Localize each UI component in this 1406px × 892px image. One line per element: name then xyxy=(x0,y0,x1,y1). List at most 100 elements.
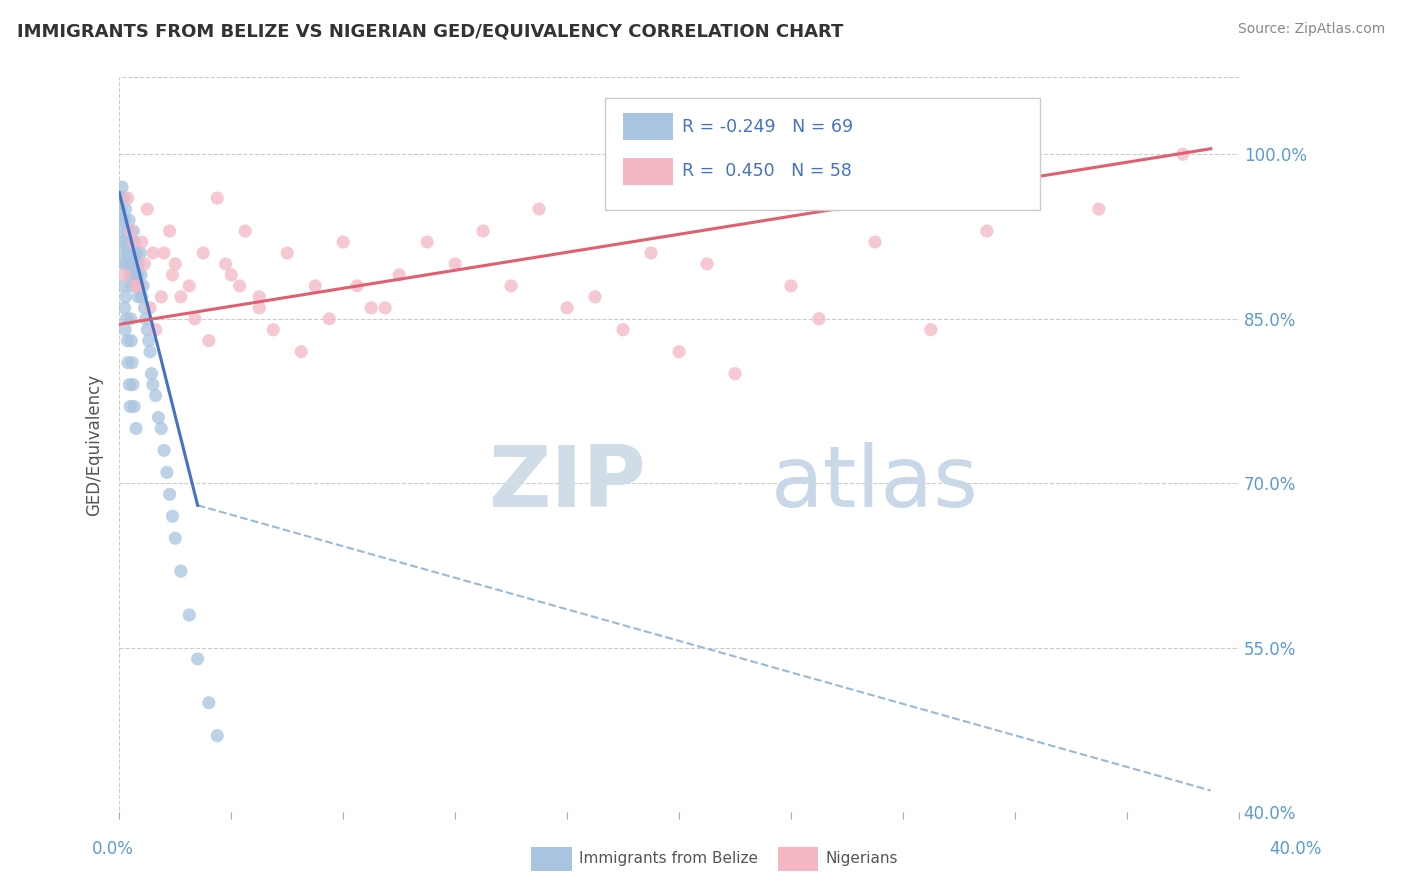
Point xyxy=(122,268,145,282)
Point xyxy=(472,224,495,238)
Point xyxy=(117,191,139,205)
Point xyxy=(112,278,135,293)
Y-axis label: GED/Equivalency: GED/Equivalency xyxy=(86,374,103,516)
Point xyxy=(444,257,467,271)
Point xyxy=(135,311,157,326)
Point xyxy=(114,323,136,337)
Point xyxy=(131,235,153,249)
Point xyxy=(148,410,170,425)
Point xyxy=(170,564,193,578)
Point xyxy=(145,388,167,402)
Point xyxy=(388,268,411,282)
Text: ZIP: ZIP xyxy=(488,442,645,524)
Point xyxy=(120,235,142,249)
Point xyxy=(219,268,242,282)
Point xyxy=(145,323,167,337)
Point xyxy=(153,246,176,260)
Point xyxy=(131,290,153,304)
Point xyxy=(198,334,221,348)
Point xyxy=(290,344,312,359)
Point xyxy=(150,290,173,304)
Point xyxy=(139,344,162,359)
Point xyxy=(198,696,221,710)
Point xyxy=(118,213,141,227)
Text: 40.0%: 40.0% xyxy=(1270,840,1322,858)
Point xyxy=(247,290,270,304)
Point xyxy=(165,257,187,271)
Point xyxy=(138,334,160,348)
Point xyxy=(262,323,284,337)
Text: IMMIGRANTS FROM BELIZE VS NIGERIAN GED/EQUIVALENCY CORRELATION CHART: IMMIGRANTS FROM BELIZE VS NIGERIAN GED/E… xyxy=(17,22,844,40)
Point xyxy=(114,202,136,216)
Point xyxy=(416,235,439,249)
Point xyxy=(122,400,145,414)
Point xyxy=(640,246,662,260)
Point xyxy=(127,268,149,282)
Point xyxy=(121,356,143,370)
Point xyxy=(124,257,146,271)
Point xyxy=(555,301,578,315)
Point xyxy=(129,268,152,282)
Point xyxy=(156,466,179,480)
Point xyxy=(527,202,550,216)
Text: R =  0.450   N = 58: R = 0.450 N = 58 xyxy=(682,162,852,180)
Point xyxy=(233,224,256,238)
Point xyxy=(125,278,148,293)
Point xyxy=(122,224,145,238)
Point xyxy=(114,268,136,282)
Point xyxy=(179,278,201,293)
Point xyxy=(121,278,143,293)
Point xyxy=(121,246,143,260)
Point xyxy=(122,377,145,392)
Point xyxy=(110,224,132,238)
Point xyxy=(120,311,142,326)
Point xyxy=(111,213,134,227)
Text: 0.0%: 0.0% xyxy=(91,840,134,858)
Point xyxy=(1088,202,1111,216)
Point xyxy=(304,278,326,293)
Point xyxy=(112,213,135,227)
Point xyxy=(127,290,149,304)
Point xyxy=(162,268,184,282)
Point xyxy=(111,246,134,260)
Point xyxy=(115,311,138,326)
Point xyxy=(612,323,634,337)
Point xyxy=(139,301,162,315)
Point xyxy=(118,268,141,282)
Point xyxy=(159,487,181,501)
Point xyxy=(134,301,156,315)
Point xyxy=(142,377,165,392)
Point xyxy=(129,246,152,260)
Point xyxy=(668,344,690,359)
Point xyxy=(115,257,138,271)
Point xyxy=(150,421,173,435)
Point xyxy=(132,278,155,293)
Text: Immigrants from Belize: Immigrants from Belize xyxy=(579,851,758,865)
Point xyxy=(120,257,142,271)
Point xyxy=(136,323,159,337)
Point xyxy=(122,235,145,249)
Point xyxy=(134,257,156,271)
Point xyxy=(142,246,165,260)
Point xyxy=(110,191,132,205)
Point xyxy=(501,278,523,293)
Point xyxy=(114,301,136,315)
Point xyxy=(118,377,141,392)
Point xyxy=(583,290,606,304)
Point xyxy=(318,311,340,326)
Point xyxy=(128,278,150,293)
Point xyxy=(228,278,250,293)
Point xyxy=(207,191,229,205)
Point xyxy=(111,235,134,249)
Point xyxy=(111,180,134,194)
Point xyxy=(179,607,201,622)
Point xyxy=(117,246,139,260)
Point xyxy=(193,246,215,260)
Point xyxy=(110,202,132,216)
Point xyxy=(125,246,148,260)
Point xyxy=(724,367,747,381)
Text: Source: ZipAtlas.com: Source: ZipAtlas.com xyxy=(1237,22,1385,37)
Point xyxy=(125,421,148,435)
Point xyxy=(165,531,187,545)
Point xyxy=(976,224,998,238)
